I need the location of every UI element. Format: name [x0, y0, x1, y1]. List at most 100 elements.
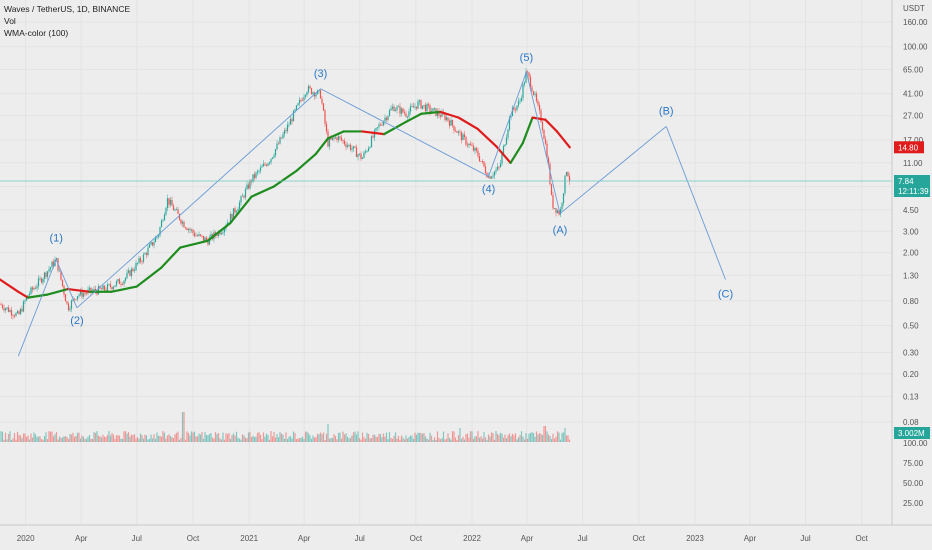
- volume-bar: [328, 438, 331, 442]
- volume-bar: [9, 431, 11, 442]
- candle-body: [490, 176, 493, 179]
- candle-body: [13, 315, 16, 317]
- volume-bar: [81, 435, 83, 442]
- candle-body: [138, 258, 140, 264]
- candle-body: [192, 229, 194, 233]
- candle-body: [222, 232, 224, 234]
- volume-bar: [37, 436, 40, 442]
- volume-bar: [1, 431, 4, 442]
- candle-body: [541, 121, 544, 131]
- candle-body: [331, 137, 334, 140]
- volume-bar: [43, 436, 46, 442]
- volume-bar: [82, 436, 85, 442]
- candle-body: [423, 104, 425, 106]
- volume-bar: [505, 438, 508, 442]
- candle-body: [193, 232, 196, 237]
- candle-body: [301, 100, 304, 101]
- volume-bar: [334, 435, 337, 442]
- wma-line: [0, 110, 571, 299]
- candle-body: [400, 108, 403, 114]
- candle-body: [544, 138, 547, 144]
- candle-body: [291, 119, 293, 122]
- volume-bar: [546, 431, 548, 442]
- volume-bar: [76, 432, 79, 442]
- candle-body: [174, 209, 176, 211]
- volume-bar: [552, 433, 554, 442]
- volume-indicator-label[interactable]: Vol: [4, 16, 16, 26]
- candle-body: [75, 299, 77, 301]
- candle-body: [16, 311, 19, 314]
- volume-bar: [456, 439, 458, 442]
- volume-bar: [444, 439, 446, 442]
- candle-body: [507, 129, 509, 138]
- volume-bar: [63, 436, 65, 442]
- candle-body: [49, 267, 52, 270]
- candle-body: [126, 272, 128, 278]
- candle-body: [259, 167, 262, 171]
- volume-bar: [6, 439, 8, 442]
- candle-body: [103, 285, 106, 291]
- volume-bar: [381, 437, 383, 442]
- volume-bar: [99, 436, 101, 442]
- volume-bar: [454, 437, 457, 442]
- time-tick-label: Apr: [75, 534, 88, 543]
- wma-segment: [160, 246, 182, 269]
- candle-body: [196, 235, 199, 237]
- volume-bar: [25, 436, 28, 442]
- price-axis[interactable]: USDT 160.00 100.00 65.00 41.00 27.00 17.00 11.0…: [903, 4, 928, 427]
- candle-body: [546, 143, 548, 158]
- candle-body: [64, 294, 67, 302]
- time-axis[interactable]: 2020 Apr Jul Oct 2021 Apr Jul Oct 2022 Apr Jul Oct 2…: [17, 534, 869, 543]
- wma-segment: [457, 116, 479, 130]
- volume-bar: [544, 426, 547, 442]
- candle-body: [51, 261, 53, 268]
- wma-indicator-label[interactable]: WMA-color (100): [4, 28, 69, 38]
- candle-body: [438, 111, 440, 116]
- candle-body: [30, 287, 32, 294]
- candle-body: [178, 213, 181, 220]
- volume-bar: [268, 439, 271, 442]
- candle-body: [186, 228, 188, 231]
- candle-body: [277, 143, 280, 145]
- candle-body: [241, 195, 244, 197]
- volume-bar: [555, 436, 557, 442]
- volume-bar: [520, 431, 523, 442]
- volume-bar: [517, 437, 520, 442]
- volume-bar: [249, 431, 251, 442]
- candle-body: [117, 279, 119, 282]
- candle-body: [205, 237, 208, 241]
- candle-body: [492, 175, 494, 177]
- wave-label: (C): [718, 288, 733, 300]
- candle-body: [43, 272, 46, 279]
- volume-bar: [198, 433, 200, 442]
- volume-bar: [345, 433, 347, 442]
- price-tick-label: 65.00: [903, 65, 924, 74]
- volume-bars: [0, 412, 571, 442]
- volume-bar: [252, 435, 254, 442]
- candle-body: [220, 232, 223, 235]
- time-tick-label: Oct: [410, 534, 423, 543]
- candle-body: [100, 288, 103, 290]
- volume-bar: [478, 437, 481, 442]
- candle-body: [376, 127, 379, 128]
- volume-bar: [415, 434, 418, 442]
- candle-body: [451, 120, 454, 126]
- volume-bar: [105, 436, 107, 442]
- volume-bar: [225, 433, 227, 442]
- candle-body: [357, 154, 359, 157]
- volume-bar: [0, 431, 2, 442]
- candle-body: [493, 171, 496, 176]
- candle-body: [207, 240, 209, 245]
- volume-bar: [163, 432, 166, 442]
- candle-body: [255, 172, 257, 178]
- volume-bar: [448, 437, 451, 442]
- candle-body: [334, 137, 337, 139]
- symbol-title[interactable]: Waves / TetherUS, 1D, BINANCE: [4, 4, 131, 14]
- candle-body: [561, 203, 563, 209]
- candle-body: [22, 301, 25, 312]
- volume-bar: [469, 431, 472, 442]
- candle-body: [46, 271, 49, 277]
- candle-body: [316, 90, 319, 95]
- candle-body: [397, 106, 400, 108]
